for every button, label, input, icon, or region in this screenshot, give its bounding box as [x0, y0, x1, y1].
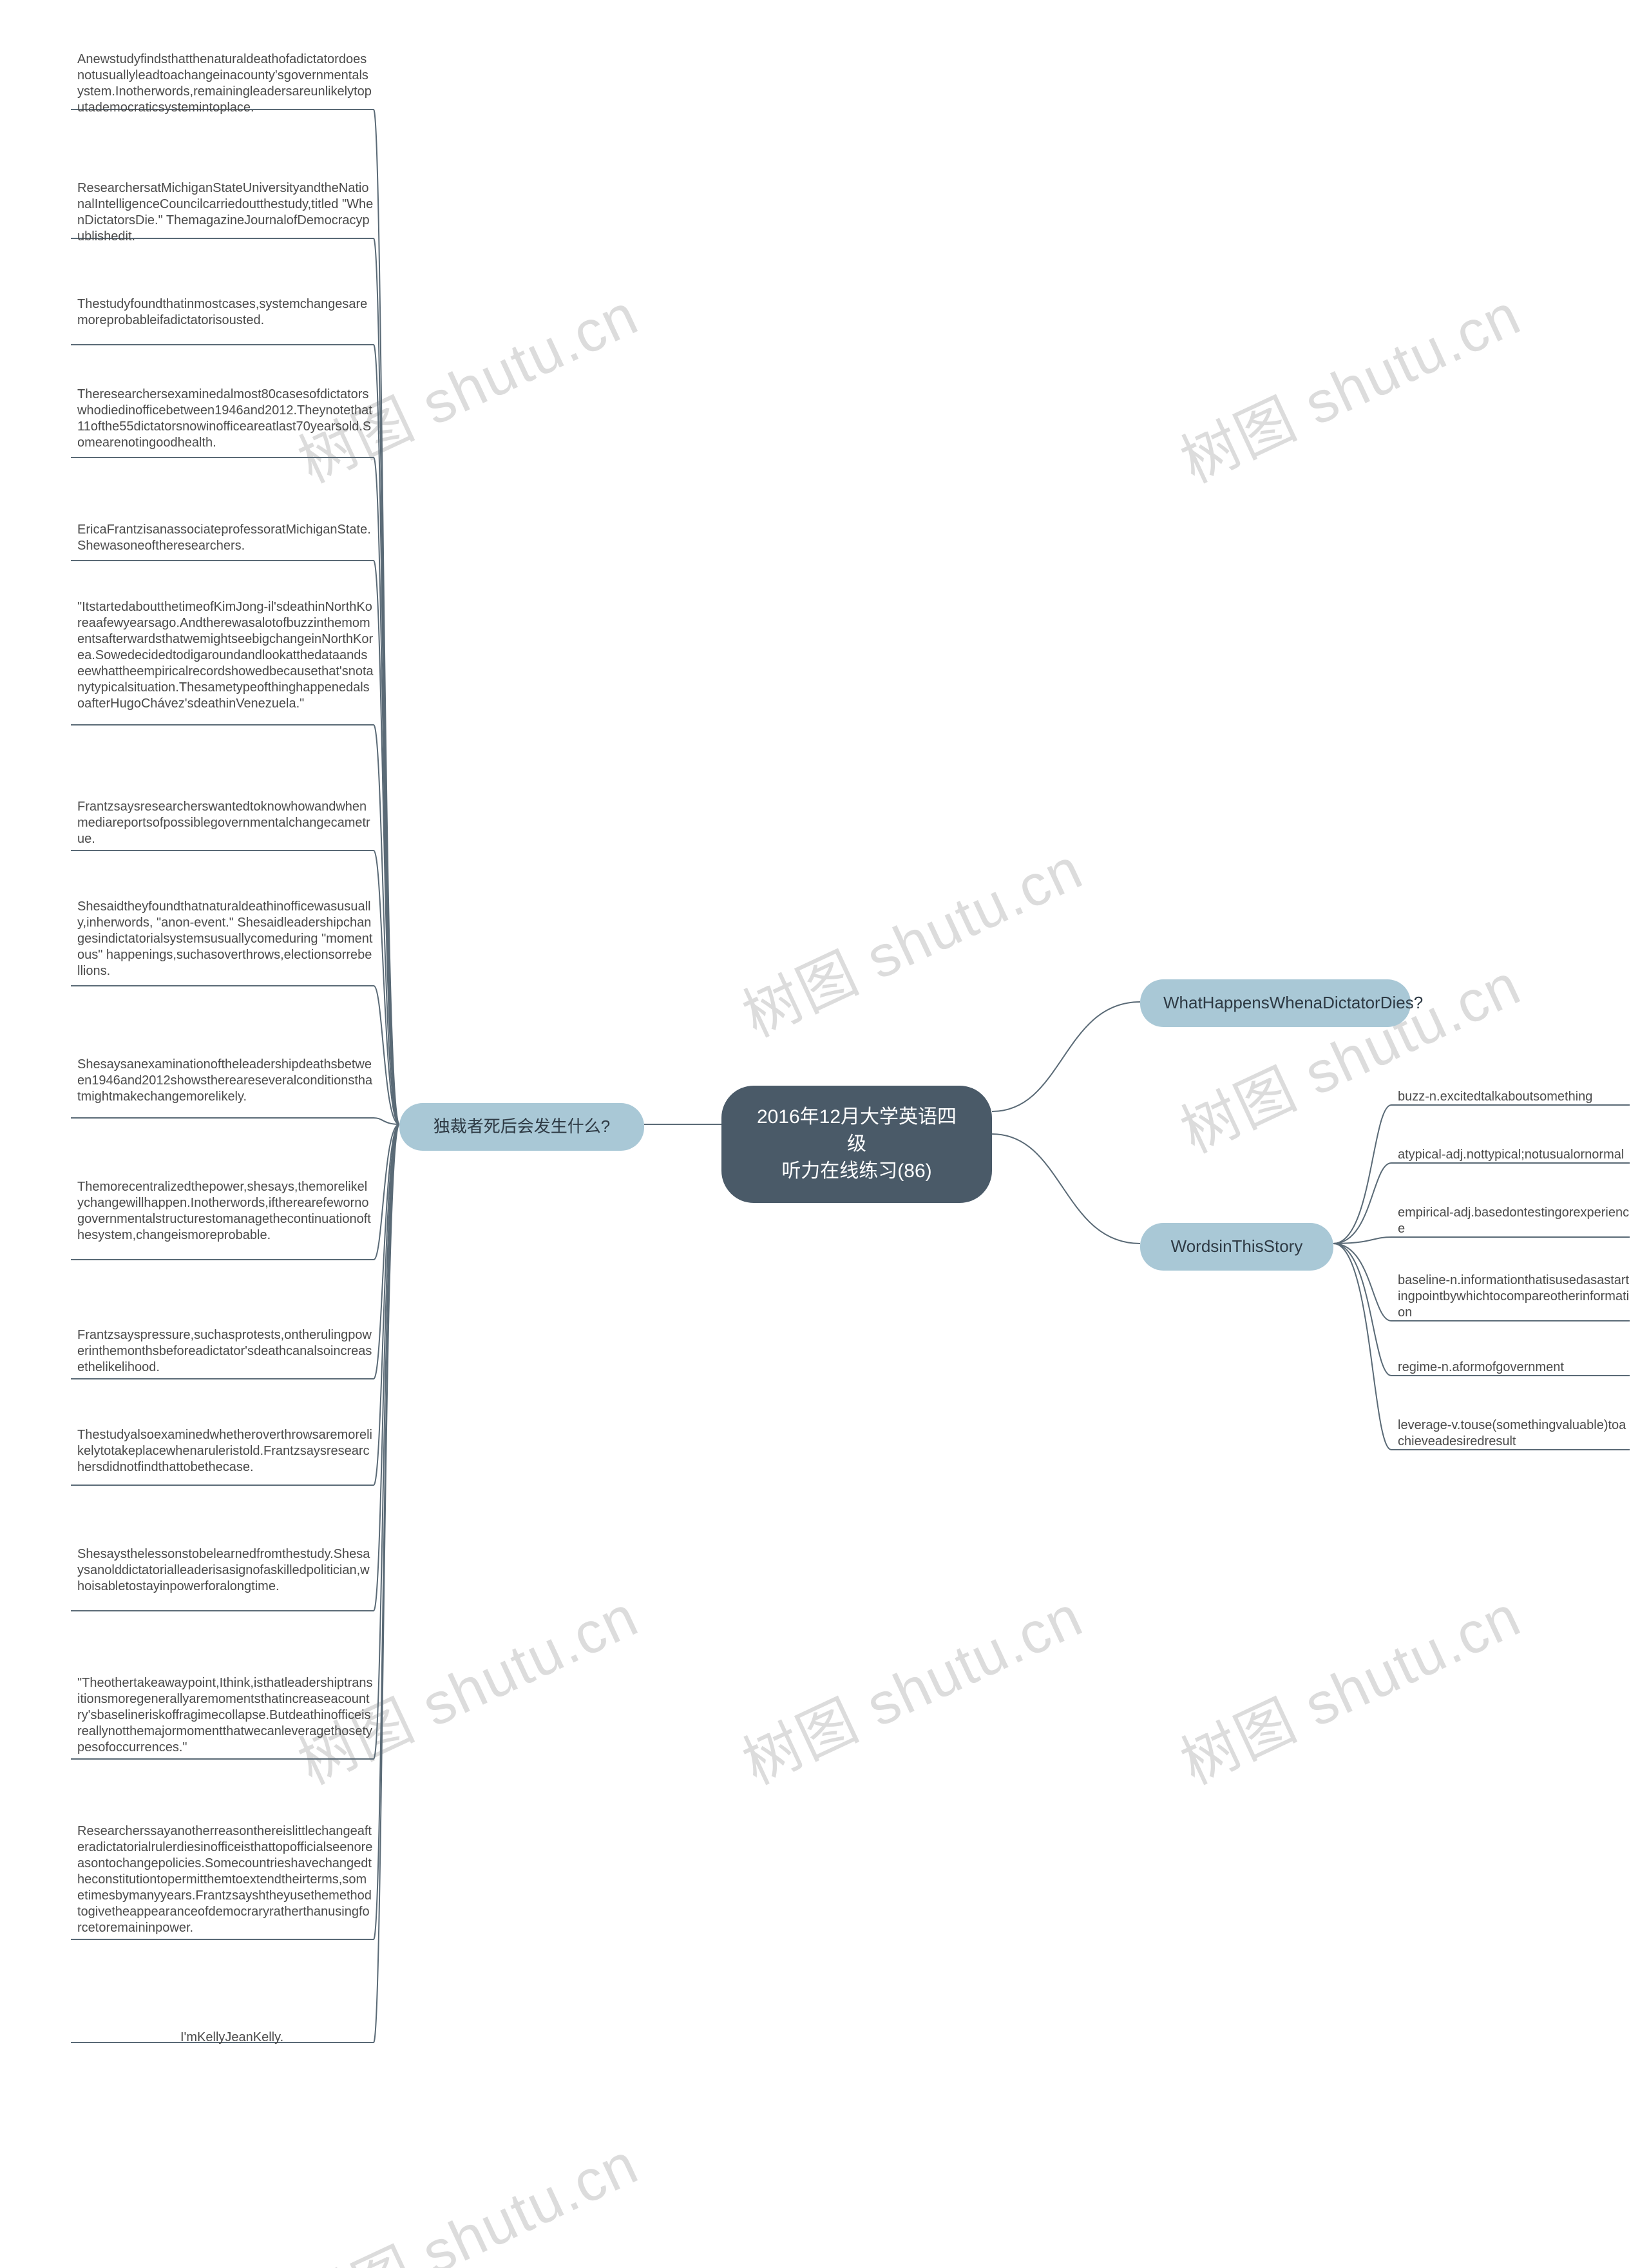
- left-leaf: Theresearchersexaminedalmost80casesofdic…: [77, 387, 374, 451]
- left-leaf: Frantzsaysresearcherswantedtoknowhowandw…: [77, 799, 374, 847]
- branch-right-bottom[interactable]: WordsinThisStory: [1140, 1223, 1333, 1271]
- branch-left[interactable]: 独裁者死后会发生什么?: [399, 1103, 644, 1151]
- watermark: 树图 shutu.cn: [727, 1570, 1094, 1800]
- right-leaf: buzz-n.excitedtalkaboutsomething: [1398, 1089, 1630, 1105]
- left-leaf: Thestudyalsoexaminedwhetheroverthrowsare…: [77, 1427, 374, 1475]
- right-leaf: baseline-n.informationthatisusedasastart…: [1398, 1273, 1630, 1321]
- branch-right-top[interactable]: WhatHappensWhenaDictatorDies?: [1140, 979, 1411, 1027]
- watermark: 树图 shutu.cn: [1165, 938, 1532, 1169]
- left-leaf: Thestudyfoundthatinmostcases,systemchang…: [77, 296, 374, 329]
- left-leaf: "Theothertakeawaypoint,Ithink,isthatlead…: [77, 1675, 374, 1756]
- branch-right-top-label: WhatHappensWhenaDictatorDies?: [1163, 993, 1423, 1012]
- center-line2: 听力在线练习(86): [781, 1160, 931, 1182]
- left-leaf: Themorecentralizedthepower,shesays,themo…: [77, 1179, 374, 1244]
- left-leaf: Anewstudyfindsthatthenaturaldeathofadict…: [77, 52, 374, 116]
- watermark: 树图 shutu.cn: [283, 2117, 649, 2268]
- left-leaf: Frantzsayspressure,suchasprotests,onther…: [77, 1327, 374, 1376]
- center-node[interactable]: 2016年12月大学英语四级 听力在线练习(86): [721, 1086, 992, 1203]
- right-leaf: empirical-adj.basedontestingorexperience: [1398, 1205, 1630, 1237]
- branch-right-bottom-label: WordsinThisStory: [1171, 1236, 1303, 1256]
- left-leaf: Researcherssayanotherreasonthereislittle…: [77, 1823, 374, 1936]
- watermark: 树图 shutu.cn: [727, 822, 1094, 1053]
- left-leaf: Shesaysthelessonstobelearnedfromthestudy…: [77, 1546, 374, 1595]
- left-leaf: ResearchersatMichiganStateUniversityandt…: [77, 180, 374, 245]
- left-leaf: EricaFrantzisanassociateprofessoratMichi…: [77, 522, 374, 554]
- right-leaf: leverage-v.touse(somethingvaluable)toach…: [1398, 1418, 1630, 1450]
- branch-left-label: 独裁者死后会发生什么?: [434, 1117, 610, 1136]
- mindmap-canvas: 树图 shutu.cn 树图 shutu.cn 树图 shutu.cn 树图 s…: [0, 0, 1649, 2268]
- watermark: 树图 shutu.cn: [1165, 268, 1532, 499]
- right-leaf: atypical-adj.nottypical;notusualornormal: [1398, 1147, 1630, 1163]
- left-leaf: "ItstartedaboutthetimeofKimJong-il'sdeat…: [77, 599, 374, 712]
- center-line1: 2016年12月大学英语四级: [757, 1106, 957, 1155]
- left-leaf: I'mKellyJeanKelly.: [180, 2030, 374, 2046]
- watermark: 树图 shutu.cn: [1165, 1570, 1532, 1800]
- right-leaf: regime-n.aformofgovernment: [1398, 1360, 1630, 1376]
- left-leaf: Shesaysanexaminationoftheleadershipdeath…: [77, 1057, 374, 1105]
- left-leaf: Shesaidtheyfoundthatnaturaldeathinoffice…: [77, 899, 374, 979]
